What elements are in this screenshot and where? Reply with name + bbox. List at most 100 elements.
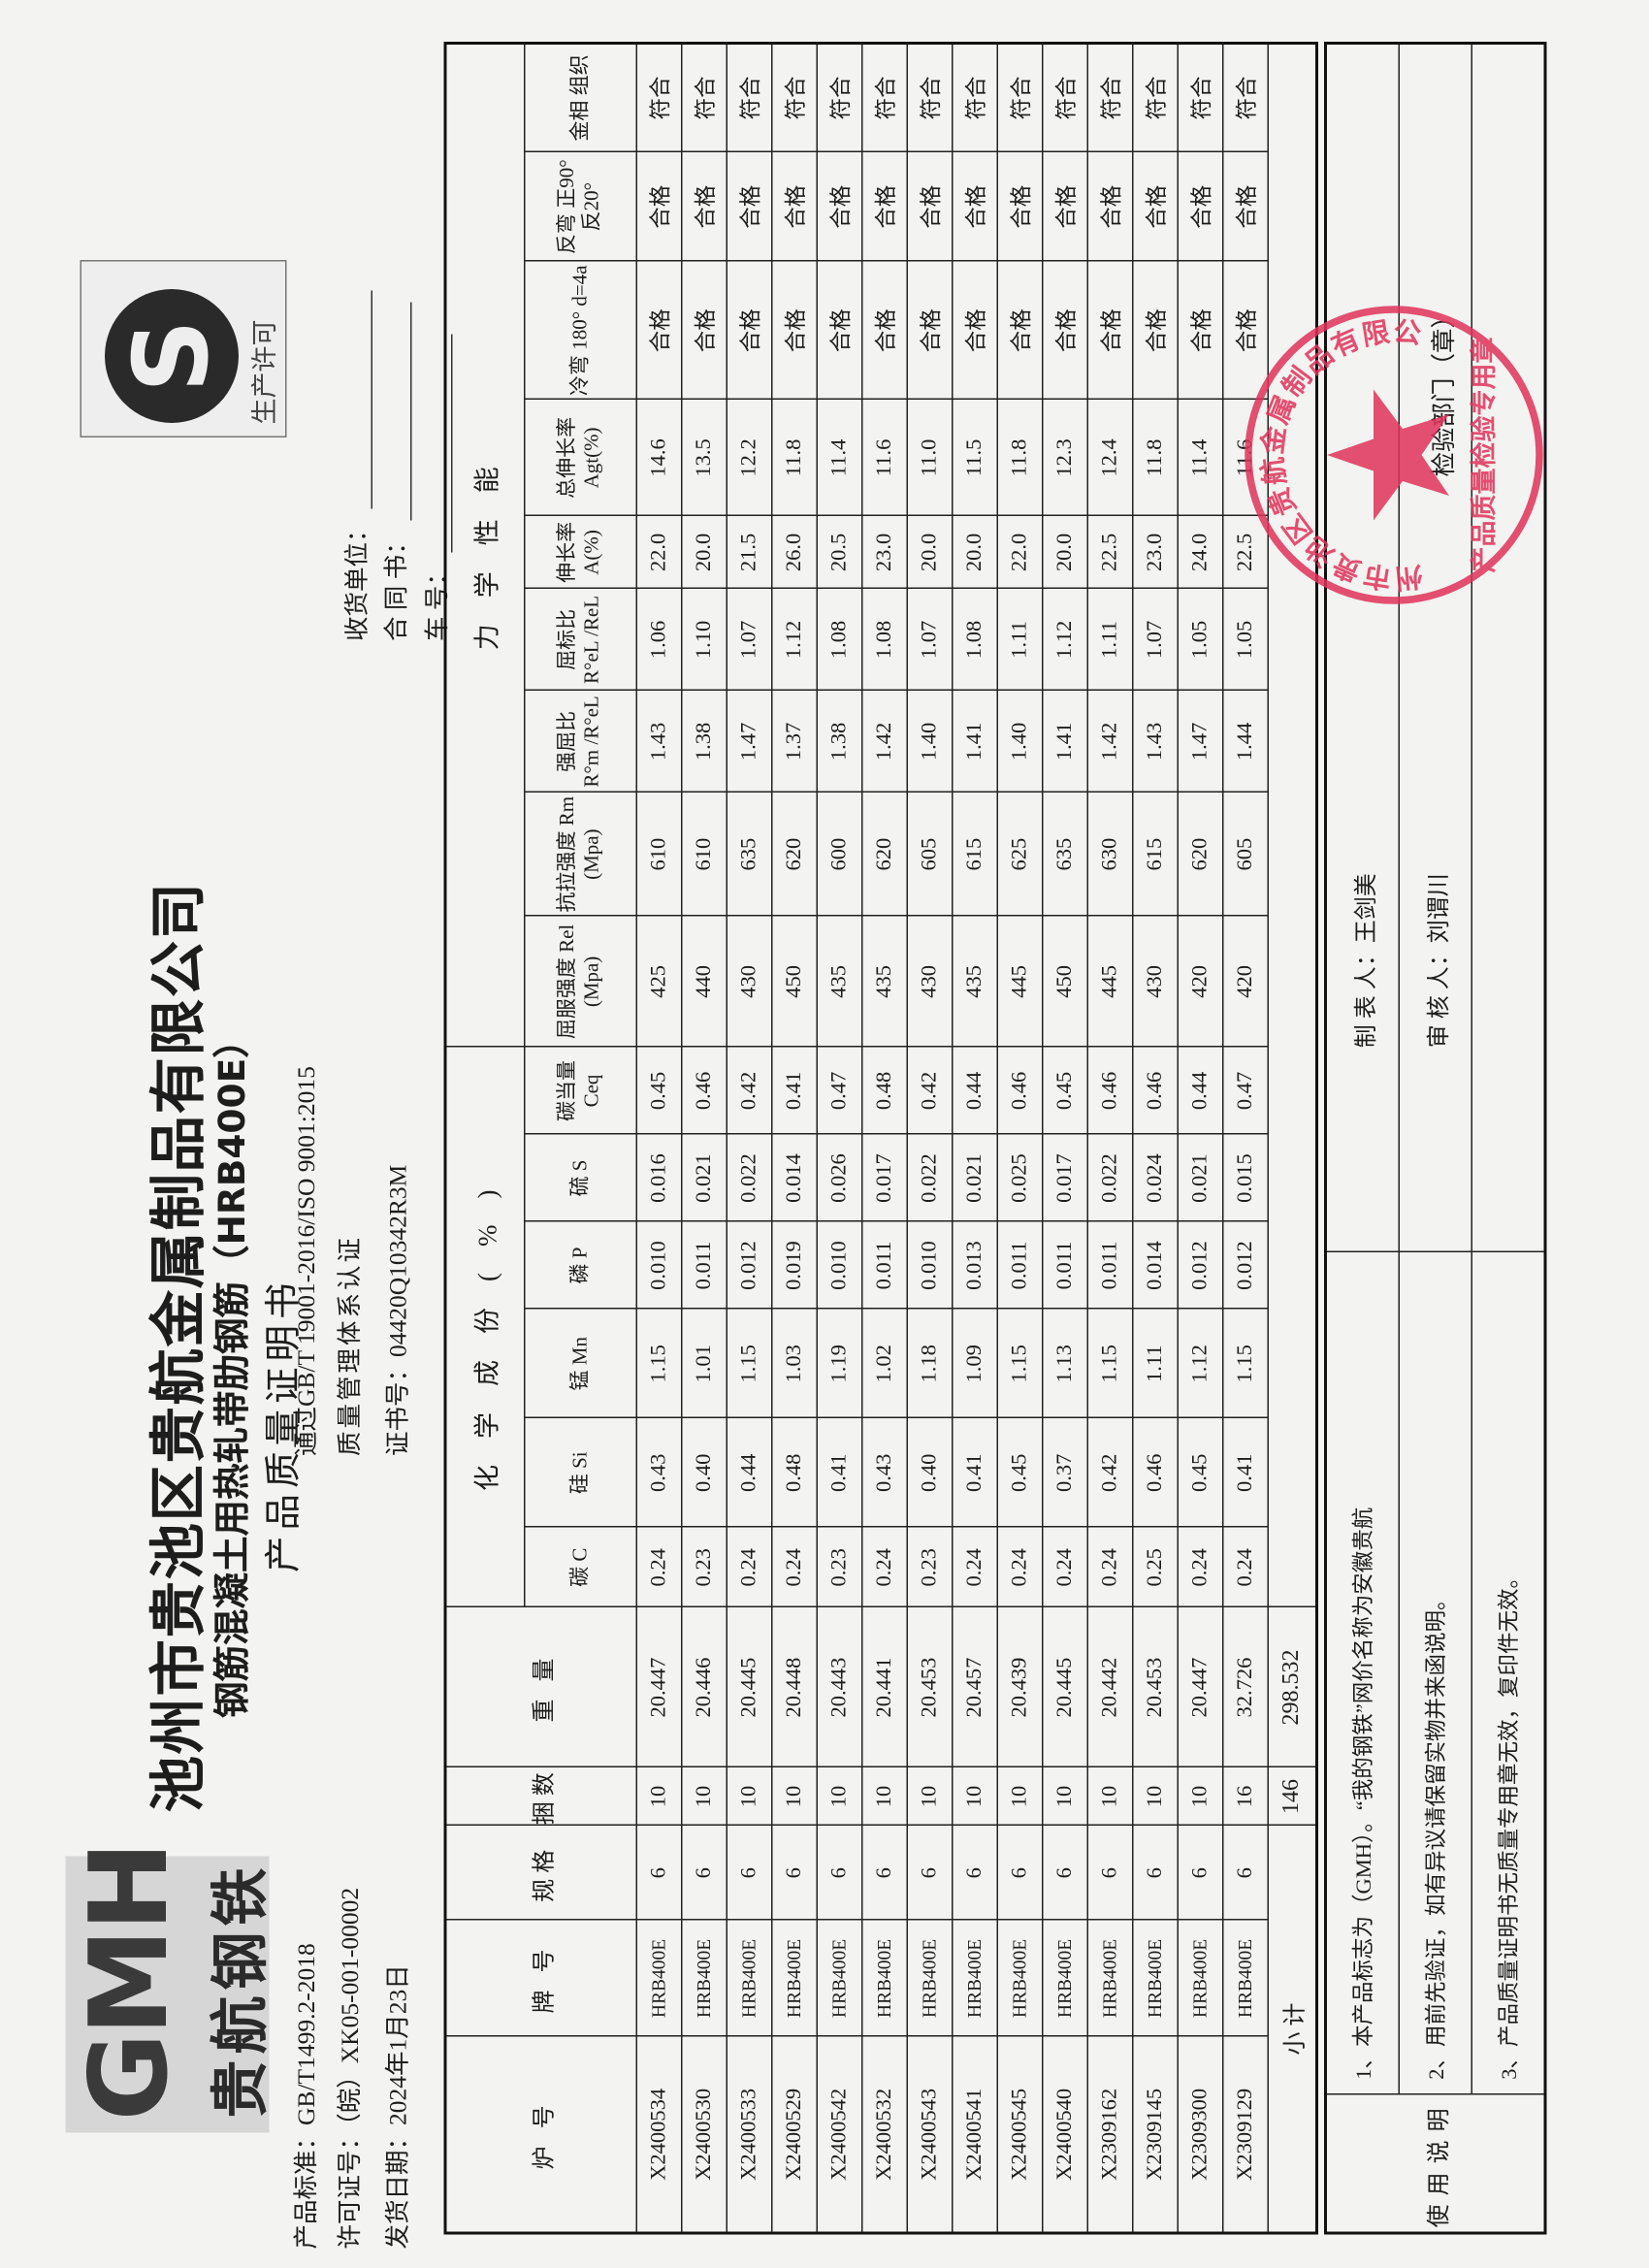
cell: 0.24 xyxy=(636,1527,682,1607)
cell: 符合 xyxy=(907,43,953,152)
cell: 合格 xyxy=(817,261,862,400)
star-icon xyxy=(1327,389,1449,521)
cell: 22.0 xyxy=(636,515,682,589)
contract-label: 合 同 书： xyxy=(382,530,411,641)
table-row: X2400542 HRB400E 6 10 20.443 0.23 0.41 1.19 0.01… xyxy=(817,43,862,2233)
cell: X2400545 xyxy=(997,2036,1043,2233)
cell: 6 xyxy=(1132,1826,1179,1921)
table-row: X2400545 HRB400E 6 10 20.439 0.24 0.45 1.15 0.01… xyxy=(997,43,1043,2233)
cell: 1.42 xyxy=(861,690,908,793)
cell: 1.03 xyxy=(771,1309,818,1418)
cell: 0.014 xyxy=(1132,1221,1179,1310)
cell: 0.25 xyxy=(1132,1527,1179,1607)
cell: 420 xyxy=(1178,916,1223,1048)
cell: 符合 xyxy=(681,43,728,152)
cell: 10 xyxy=(817,1767,862,1826)
cell: 符合 xyxy=(636,43,682,152)
cell: 0.24 xyxy=(771,1527,818,1607)
cell: 20.445 xyxy=(727,1607,772,1767)
cell: 24.0 xyxy=(1178,515,1223,589)
cell: 0.010 xyxy=(907,1221,953,1310)
cell: 0.42 xyxy=(727,1047,772,1135)
product-name: 钢筋混凝土用热轧带肋钢筋（HRB400E） xyxy=(210,1021,254,1718)
column-header: 伸长率 A(%) xyxy=(524,515,637,589)
cell: 1.15 xyxy=(727,1309,772,1418)
cell: 0.40 xyxy=(681,1418,728,1528)
cell: 0.024 xyxy=(1132,1134,1179,1222)
cell: 0.011 xyxy=(1087,1221,1133,1310)
logo-text: 贵航钢铁 xyxy=(208,1862,275,2119)
cell: 6 xyxy=(907,1826,953,1921)
table-row: X2400540 HRB400E 6 10 20.445 0.24 0.37 1.13 0.01… xyxy=(1042,43,1088,2233)
cell: 1.07 xyxy=(907,588,953,691)
cell: 11.6 xyxy=(861,399,908,516)
table-row: X2400543 HRB400E 6 10 20.453 0.23 0.40 1.18 0.01… xyxy=(907,43,953,2233)
cell: 0.40 xyxy=(907,1418,953,1528)
cell: 20.443 xyxy=(817,1607,862,1767)
column-header: 总伸长率 Agt(%) xyxy=(524,399,637,516)
cell: X2400533 xyxy=(727,2036,772,2233)
cell: 1.15 xyxy=(997,1309,1043,1418)
cell: 符合 xyxy=(817,43,862,152)
table-row: X2309145 HRB400E 6 10 20.453 0.25 0.46 1.11 0.01… xyxy=(1132,43,1179,2233)
cell: 0.46 xyxy=(1087,1047,1133,1135)
table-row: X2400534 HRB400E 6 10 20.447 0.24 0.43 1.15 0.01… xyxy=(636,43,682,2233)
cell: HRB400E xyxy=(907,1920,953,2037)
cell: 0.45 xyxy=(997,1418,1043,1528)
cell: 0.022 xyxy=(1087,1134,1133,1222)
cell: X2400529 xyxy=(771,2036,818,2233)
cell: 合格 xyxy=(727,261,772,400)
cell: 0.41 xyxy=(817,1418,862,1528)
cell: 20.439 xyxy=(997,1607,1043,1767)
cell: 0.41 xyxy=(1222,1418,1269,1528)
receiver-label: 收货单位： xyxy=(343,517,372,642)
cell: 1.47 xyxy=(1178,690,1223,793)
cell: 符合 xyxy=(861,43,908,152)
cell: 20.453 xyxy=(907,1607,953,1767)
cell: HRB400E xyxy=(861,1920,908,2037)
cell: 13.5 xyxy=(681,399,728,516)
cell: 符合 xyxy=(771,43,818,152)
column-header: 碳当量 Ceq xyxy=(524,1047,637,1135)
cell: X2309145 xyxy=(1132,2036,1179,2233)
cell: 0.48 xyxy=(771,1418,818,1528)
cell: 26.0 xyxy=(771,515,818,589)
cell: X2400541 xyxy=(952,2036,998,2233)
cell: 0.016 xyxy=(636,1134,682,1222)
cell: 1.12 xyxy=(771,588,818,691)
cell: 0.022 xyxy=(907,1134,953,1222)
cell: 20.445 xyxy=(1042,1607,1088,1767)
cell: 0.010 xyxy=(636,1221,682,1310)
cell: 0.026 xyxy=(817,1134,862,1222)
cell: 1.15 xyxy=(1087,1309,1133,1418)
cell: 6 xyxy=(681,1826,728,1921)
cell: 440 xyxy=(681,916,728,1048)
qs-text: 生产许可 xyxy=(250,319,281,425)
cell: 0.012 xyxy=(1178,1221,1223,1310)
cell: HRB400E xyxy=(1178,1920,1223,2037)
cell: 12.2 xyxy=(727,399,772,516)
cell: 10 xyxy=(861,1767,908,1826)
cell: 1.18 xyxy=(907,1309,953,1418)
cell: 0.41 xyxy=(952,1418,998,1528)
cell: 20.457 xyxy=(952,1607,998,1767)
cell: 符合 xyxy=(1042,43,1088,152)
cell: 0.021 xyxy=(1178,1134,1223,1222)
cell: 合格 xyxy=(1178,151,1223,262)
table-row: X2309300 HRB400E 6 10 20.447 0.24 0.45 1.12 0.01… xyxy=(1178,43,1223,2233)
cell: 合格 xyxy=(636,261,682,400)
cell: 0.013 xyxy=(952,1221,998,1310)
cell: 20.447 xyxy=(1178,1607,1223,1767)
cell: 1.40 xyxy=(907,690,953,793)
cell: 符合 xyxy=(952,43,998,152)
reviewer: 审 核 人：刘谓川 xyxy=(1399,43,1472,1252)
cell: 1.02 xyxy=(861,1309,908,1418)
cell: 0.24 xyxy=(952,1527,998,1607)
table-row: X2400530 HRB400E 6 10 20.446 0.23 0.40 1.01 0.01… xyxy=(681,43,728,2233)
cell: 10 xyxy=(1178,1767,1223,1826)
cell: 合格 xyxy=(1132,151,1179,262)
svg-text:产品质量检验专用章: 产品质量检验专用章 xyxy=(1469,338,1500,573)
cell: 合格 xyxy=(907,261,953,400)
cell: 合格 xyxy=(1222,151,1269,262)
cell: 11.8 xyxy=(771,399,818,516)
